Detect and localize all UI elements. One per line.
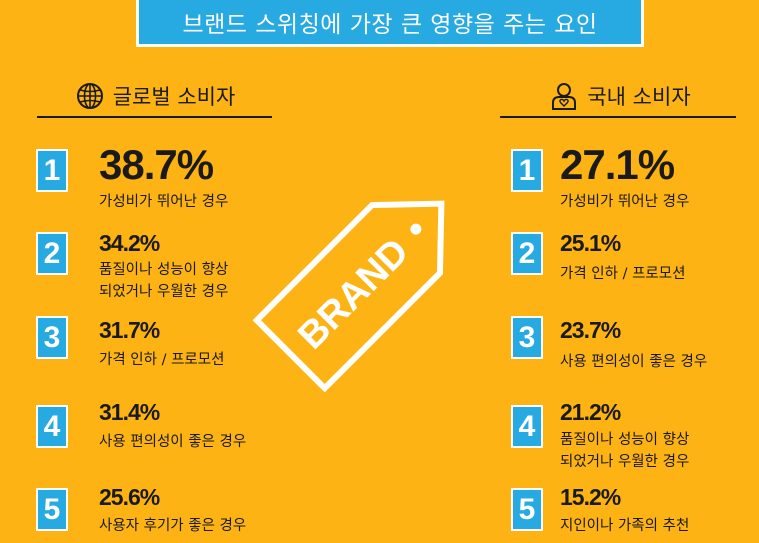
item-label: 사용 편의성이 좋은 경우 <box>99 434 247 450</box>
rank-badge: 3 <box>36 316 68 359</box>
percent-value: 34.2% <box>99 230 160 256</box>
domestic-consumers-label: 국내 소비자 <box>587 85 691 109</box>
rank-badge: 4 <box>36 405 68 448</box>
page-title: 브랜드 스위칭에 가장 큰 영향을 주는 요인 <box>136 0 644 47</box>
rank-badge: 4 <box>511 405 543 448</box>
item-label: 가격 인하 / 프로모션 <box>99 352 225 368</box>
person-heart-icon <box>549 81 579 111</box>
item-label: 지인이나 가족의 추천 <box>560 518 690 534</box>
item-label: 가성비가 뛰어난 경우 <box>560 194 690 210</box>
rank-badge: 3 <box>511 316 543 359</box>
item-label: 사용 편의성이 좋은 경우 <box>560 354 708 370</box>
global-header-divider <box>37 116 272 118</box>
rank-badge: 2 <box>511 232 543 275</box>
domestic-consumers-header: 국내 소비자 <box>505 76 735 116</box>
item-label: 품질이나 성능이 향상 <box>560 432 690 448</box>
percent-value: 15.2% <box>560 484 621 510</box>
percent-value: 27.1% <box>560 141 675 188</box>
item-label: 품질이나 성능이 향상 <box>99 262 229 278</box>
item-label-line2: 되었거나 우월한 경우 <box>560 454 690 470</box>
percent-value: 31.4% <box>99 399 160 425</box>
global-consumers-header: 글로벌 소비자 <box>40 76 270 116</box>
rank-badge: 2 <box>36 232 68 275</box>
percent-value: 21.2% <box>560 399 621 425</box>
percent-value: 31.7% <box>99 317 160 343</box>
global-consumers-label: 글로벌 소비자 <box>112 85 236 109</box>
item-label: 사용자 후기가 좋은 경우 <box>99 518 247 534</box>
rank-badge: 5 <box>511 488 543 531</box>
rank-badge: 1 <box>511 149 543 192</box>
percent-value: 25.6% <box>99 484 160 510</box>
item-label: 가격 인하 / 프로모션 <box>560 266 686 282</box>
domestic-header-divider <box>500 116 736 118</box>
globe-icon <box>75 81 105 111</box>
rank-badge: 1 <box>36 149 68 192</box>
percent-value: 38.7% <box>99 141 214 188</box>
percent-value: 25.1% <box>560 230 621 256</box>
percent-value: 23.7% <box>560 317 621 343</box>
item-label: 가성비가 뛰어난 경우 <box>99 194 229 210</box>
brand-tag-text: BRAND <box>290 231 417 358</box>
rank-badge: 5 <box>36 488 68 531</box>
brand-tag-icon: BRAND <box>252 200 445 393</box>
item-label-line2: 되었거나 우월한 경우 <box>99 284 229 300</box>
